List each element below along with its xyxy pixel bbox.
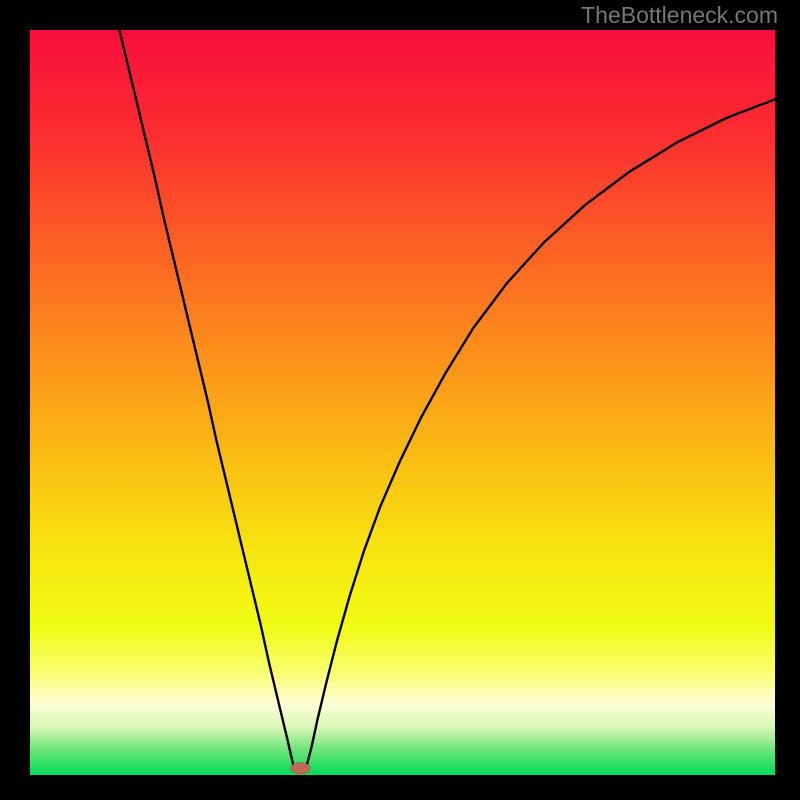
bottleneck-chart-container: TheBottleneck.com [0, 0, 800, 800]
plot-background [30, 30, 775, 775]
vertex-marker [291, 763, 310, 774]
watermark-text: TheBottleneck.com [581, 2, 778, 29]
bottleneck-chart-svg [0, 0, 800, 800]
